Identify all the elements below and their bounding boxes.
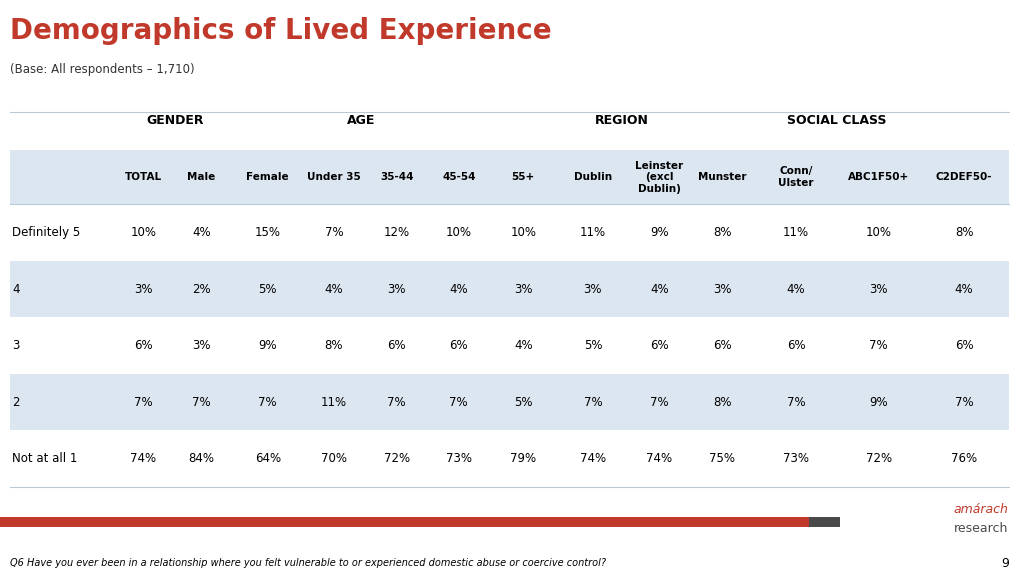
Text: 75%: 75% [710, 452, 735, 465]
Text: amárach: amárach [953, 503, 1009, 516]
Text: GENDER: GENDER [146, 115, 205, 127]
Text: 9: 9 [1000, 557, 1009, 570]
Text: 4: 4 [12, 283, 19, 295]
Text: ABC1F50+: ABC1F50+ [848, 172, 909, 182]
Text: 3%: 3% [134, 283, 153, 295]
Text: 76%: 76% [951, 452, 977, 465]
Text: Not at all 1: Not at all 1 [12, 452, 78, 465]
Text: 7%: 7% [650, 396, 669, 408]
Text: 5%: 5% [514, 396, 532, 408]
Text: 74%: 74% [130, 452, 157, 465]
Text: AGE: AGE [347, 115, 376, 127]
Text: 74%: 74% [646, 452, 673, 465]
Bar [0, 517, 840, 527]
Text: 79%: 79% [510, 452, 537, 465]
Text: 6%: 6% [134, 339, 153, 352]
Text: 11%: 11% [321, 396, 347, 408]
Text: 9%: 9% [650, 226, 669, 239]
Text: 7%: 7% [325, 226, 343, 239]
Text: 5%: 5% [258, 283, 278, 295]
Text: 74%: 74% [580, 452, 606, 465]
Bar [10, 261, 1009, 317]
Text: REGION: REGION [595, 115, 649, 127]
Text: 9%: 9% [869, 396, 888, 408]
Text: 45-54: 45-54 [442, 172, 475, 182]
Text: 70%: 70% [321, 452, 347, 465]
Text: Male: Male [187, 172, 215, 182]
Text: Demographics of Lived Experience: Demographics of Lived Experience [10, 17, 552, 46]
Text: 3%: 3% [584, 283, 602, 295]
Text: 12%: 12% [384, 226, 410, 239]
Text: 11%: 11% [783, 226, 809, 239]
Text: 8%: 8% [713, 396, 732, 408]
Text: 72%: 72% [865, 452, 892, 465]
Text: 55+: 55+ [512, 172, 535, 182]
Text: 84%: 84% [188, 452, 214, 465]
Text: Female: Female [247, 172, 289, 182]
Text: 6%: 6% [387, 339, 407, 352]
Text: 73%: 73% [445, 452, 472, 465]
Text: Under 35: Under 35 [307, 172, 360, 182]
Text: 7%: 7% [786, 396, 806, 408]
Text: Definitely 5: Definitely 5 [12, 226, 81, 239]
Text: 7%: 7% [584, 396, 602, 408]
Text: C2DEF50-: C2DEF50- [936, 172, 992, 182]
Text: 8%: 8% [713, 226, 732, 239]
Bar [0, 517, 809, 527]
Text: 10%: 10% [445, 226, 472, 239]
Text: 10%: 10% [130, 226, 157, 239]
Text: 4%: 4% [786, 283, 806, 295]
Text: 6%: 6% [450, 339, 468, 352]
Text: 10%: 10% [865, 226, 892, 239]
Text: 15%: 15% [255, 226, 281, 239]
Text: 7%: 7% [387, 396, 407, 408]
Text: 11%: 11% [580, 226, 606, 239]
Text: 5%: 5% [584, 339, 602, 352]
Text: 72%: 72% [384, 452, 410, 465]
Text: 4%: 4% [191, 226, 211, 239]
Text: 6%: 6% [954, 339, 974, 352]
Text: 64%: 64% [255, 452, 281, 465]
Text: 3%: 3% [713, 283, 732, 295]
Text: Q6 Have you ever been in a relationship where you felt vulnerable to or experien: Q6 Have you ever been in a relationship … [10, 558, 606, 569]
Text: 6%: 6% [713, 339, 732, 352]
Text: 6%: 6% [786, 339, 806, 352]
Text: SOCIAL CLASS: SOCIAL CLASS [787, 115, 887, 127]
Text: 7%: 7% [258, 396, 278, 408]
Bar [10, 150, 1009, 204]
Text: 3%: 3% [191, 339, 211, 352]
Text: Dublin: Dublin [573, 172, 612, 182]
Text: 4%: 4% [450, 283, 468, 295]
Text: 7%: 7% [450, 396, 468, 408]
Text: 3%: 3% [514, 283, 532, 295]
Text: 7%: 7% [869, 339, 888, 352]
Text: 4%: 4% [954, 283, 974, 295]
Bar [10, 374, 1009, 430]
Text: 4%: 4% [650, 283, 669, 295]
Text: 6%: 6% [650, 339, 669, 352]
Text: 2: 2 [12, 396, 19, 408]
Text: 4%: 4% [325, 283, 343, 295]
Text: 8%: 8% [325, 339, 343, 352]
Text: 73%: 73% [783, 452, 809, 465]
Text: 3%: 3% [387, 283, 407, 295]
Text: (Base: All respondents – 1,710): (Base: All respondents – 1,710) [10, 63, 195, 77]
Text: TOTAL: TOTAL [125, 172, 162, 182]
Text: Conn/
Ulster: Conn/ Ulster [778, 166, 814, 188]
Text: 7%: 7% [191, 396, 211, 408]
Text: 4%: 4% [514, 339, 532, 352]
Text: 2%: 2% [191, 283, 211, 295]
Text: research: research [954, 522, 1009, 535]
Text: Leinster
(excl
Dublin): Leinster (excl Dublin) [636, 161, 683, 194]
Text: 7%: 7% [954, 396, 974, 408]
Text: 10%: 10% [510, 226, 537, 239]
Text: Munster: Munster [698, 172, 746, 182]
Text: 8%: 8% [954, 226, 974, 239]
Text: 3: 3 [12, 339, 19, 352]
Text: 9%: 9% [258, 339, 278, 352]
Text: 3%: 3% [869, 283, 888, 295]
Text: 35-44: 35-44 [380, 172, 414, 182]
Text: 7%: 7% [134, 396, 153, 408]
